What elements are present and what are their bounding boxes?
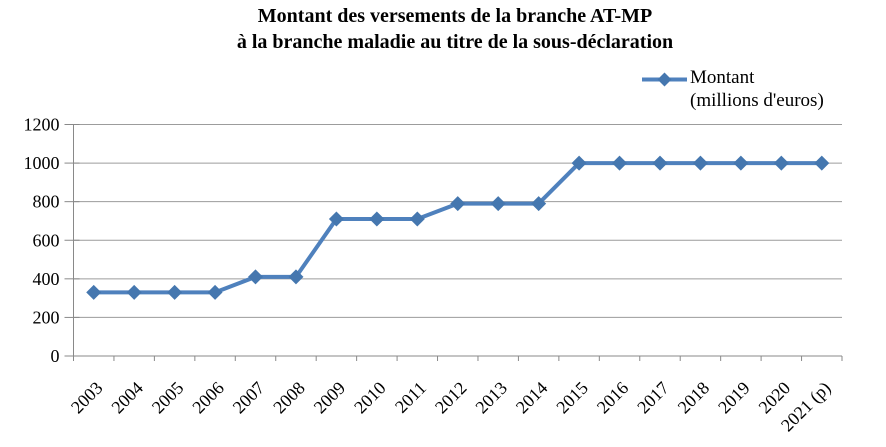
x-axis-label: 2018 [674,378,714,418]
x-axis-label: 2004 [107,378,147,418]
x-axis-label: 2013 [471,378,511,418]
data-point [733,155,749,171]
data-point [612,155,628,171]
data-point [248,269,264,285]
x-axis-label: 2017 [633,378,673,418]
y-axis-label: 200 [33,307,60,327]
legend-text: Montant (millions d'euros) [690,66,824,112]
legend-series-unit: (millions d'euros) [690,90,824,111]
legend-series-marker-icon [642,72,687,87]
x-axis-label: 2015 [552,378,592,418]
x-axis-label: 2007 [229,378,269,418]
legend: Montant (millions d'euros) [641,66,824,112]
data-point [167,284,183,300]
legend-series-label: Montant [690,67,755,88]
data-point [571,155,587,171]
x-axis-label: 2014 [512,378,552,418]
y-axis-label: 400 [33,269,60,289]
data-point [86,284,102,300]
y-axis-label: 800 [33,192,60,212]
data-point [652,155,668,171]
data-point [369,211,385,227]
data-point [126,284,142,300]
data-point [490,196,506,212]
series-line [93,161,822,295]
x-axis-label: 2003 [67,378,107,418]
x-axis-label: 2010 [350,378,390,418]
x-axis-label: 2016 [593,378,633,418]
legend-diamond-marker [657,72,672,87]
data-point [207,284,223,300]
x-axis-label: 2008 [269,378,309,418]
data-point [814,155,830,171]
x-axis-label: 2019 [714,378,754,418]
data-point [531,196,547,212]
x-axis-label: 2006 [188,378,228,418]
chart-title-line1: Montant des versements de la branche AT-… [257,5,653,27]
data-point [409,211,425,227]
data-point [692,155,708,171]
data-point [450,196,466,212]
x-axis-label: 2005 [148,378,188,418]
x-axis-label: 2009 [310,378,350,418]
data-point [328,211,344,227]
chart-title-line2: à la branche maladie au titre de la sous… [236,31,674,53]
x-axis-label: 2011 [391,378,430,417]
y-axis-label: 600 [33,230,60,250]
x-axis-label: 2012 [431,378,471,418]
y-axis-label: 0 [51,346,60,366]
chart-title: Montant des versements de la branche AT-… [24,3,886,55]
y-axis-label: 1200 [24,115,60,135]
y-axis-label: 1000 [24,153,60,173]
data-point [288,269,304,285]
data-point [773,155,789,171]
